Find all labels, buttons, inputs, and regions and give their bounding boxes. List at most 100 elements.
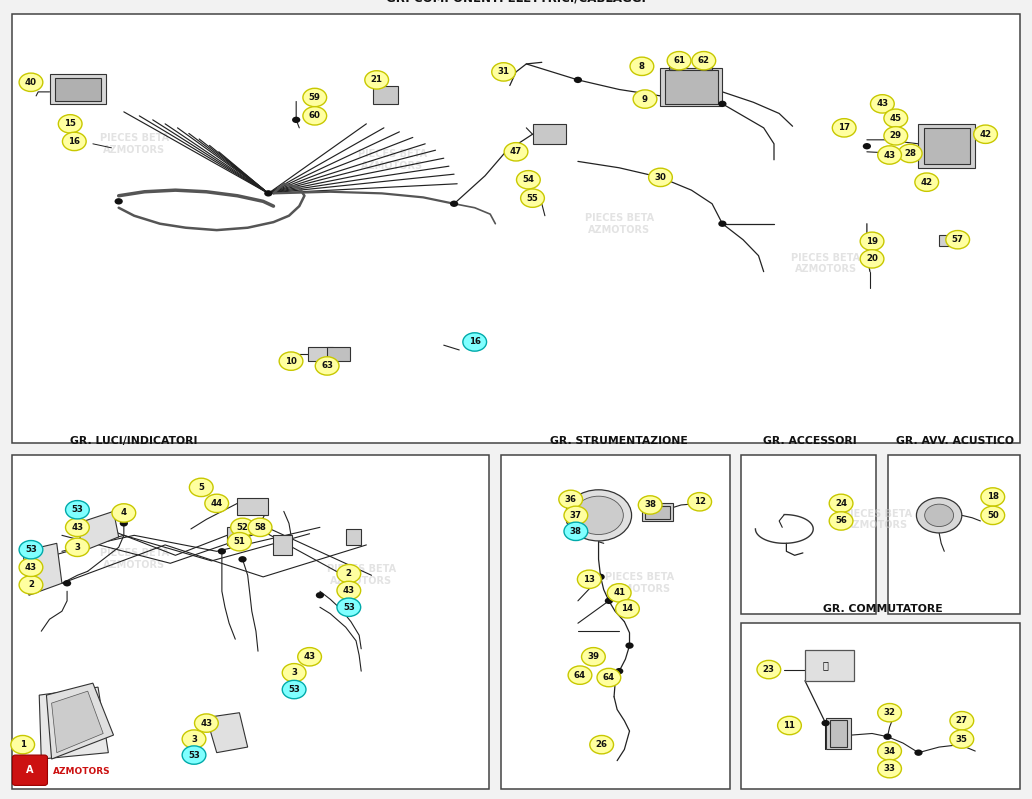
Circle shape bbox=[62, 132, 86, 150]
Circle shape bbox=[316, 592, 324, 598]
Text: 14: 14 bbox=[621, 604, 634, 614]
Bar bbox=[373, 86, 398, 104]
Circle shape bbox=[883, 733, 892, 740]
Circle shape bbox=[336, 582, 361, 599]
Bar bbox=[273, 535, 292, 555]
Text: 53: 53 bbox=[343, 602, 355, 612]
Text: 38: 38 bbox=[644, 500, 656, 510]
Circle shape bbox=[58, 115, 83, 133]
Bar bbox=[741, 623, 1020, 789]
Text: 23: 23 bbox=[763, 665, 775, 674]
Circle shape bbox=[194, 714, 219, 732]
Circle shape bbox=[336, 564, 361, 583]
Circle shape bbox=[120, 520, 128, 527]
Text: 55: 55 bbox=[526, 193, 539, 203]
Circle shape bbox=[589, 735, 613, 754]
Circle shape bbox=[577, 570, 601, 588]
Text: 44: 44 bbox=[211, 499, 223, 508]
Circle shape bbox=[633, 90, 657, 109]
Bar bbox=[642, 503, 673, 521]
Text: 41: 41 bbox=[613, 588, 625, 598]
Bar bbox=[55, 78, 101, 101]
Text: 47: 47 bbox=[510, 147, 522, 157]
Bar bbox=[918, 124, 975, 168]
Text: GR. LUCI/INDICATORI: GR. LUCI/INDICATORI bbox=[70, 435, 198, 446]
Circle shape bbox=[596, 668, 621, 687]
Circle shape bbox=[182, 746, 205, 764]
Circle shape bbox=[297, 647, 321, 666]
Circle shape bbox=[462, 332, 487, 352]
Text: 53: 53 bbox=[188, 750, 200, 760]
Circle shape bbox=[877, 759, 902, 778]
Text: 13: 13 bbox=[583, 574, 595, 584]
Text: 53: 53 bbox=[71, 505, 84, 515]
Text: 37: 37 bbox=[570, 511, 582, 520]
Circle shape bbox=[829, 512, 852, 531]
Bar bbox=[939, 235, 958, 246]
Text: 21: 21 bbox=[370, 75, 383, 85]
Text: PIECES BETA
AZMOTORS: PIECES BETA AZMOTORS bbox=[606, 572, 674, 594]
Circle shape bbox=[949, 711, 974, 730]
Text: AZMOTORS: AZMOTORS bbox=[53, 767, 110, 777]
Text: 30: 30 bbox=[654, 173, 667, 182]
Bar bbox=[237, 498, 268, 515]
Text: 9: 9 bbox=[642, 94, 648, 104]
FancyBboxPatch shape bbox=[12, 755, 47, 785]
Text: 50: 50 bbox=[987, 511, 999, 520]
Circle shape bbox=[914, 749, 923, 756]
Text: 27: 27 bbox=[956, 716, 968, 725]
Circle shape bbox=[687, 492, 712, 511]
Circle shape bbox=[279, 352, 302, 370]
Circle shape bbox=[615, 668, 623, 674]
Text: PIECES BETA
AZMOTORS: PIECES BETA AZMOTORS bbox=[792, 252, 860, 275]
Text: PIECES BETA
AZMOTORS: PIECES BETA AZMOTORS bbox=[100, 548, 168, 570]
Bar bbox=[50, 74, 106, 104]
Circle shape bbox=[516, 170, 541, 189]
Circle shape bbox=[916, 498, 962, 533]
Text: 51: 51 bbox=[233, 537, 246, 547]
Text: 3: 3 bbox=[191, 734, 197, 744]
Bar bbox=[830, 720, 847, 747]
Bar bbox=[346, 529, 361, 545]
Text: PIECES BETA
AZMOTORS: PIECES BETA AZMOTORS bbox=[100, 133, 168, 155]
Circle shape bbox=[607, 583, 631, 602]
Circle shape bbox=[66, 500, 89, 519]
Text: 53: 53 bbox=[25, 545, 37, 555]
Circle shape bbox=[504, 142, 528, 161]
Circle shape bbox=[566, 490, 632, 541]
Text: 64: 64 bbox=[603, 673, 615, 682]
Text: 36: 36 bbox=[565, 495, 577, 504]
Text: 18: 18 bbox=[987, 492, 999, 502]
Polygon shape bbox=[77, 511, 119, 551]
Circle shape bbox=[559, 491, 583, 508]
Circle shape bbox=[883, 109, 908, 128]
Circle shape bbox=[292, 117, 300, 123]
Text: 62: 62 bbox=[698, 56, 710, 66]
Bar bbox=[501, 455, 730, 789]
Text: 42: 42 bbox=[921, 177, 933, 187]
Text: 43: 43 bbox=[303, 652, 316, 662]
Circle shape bbox=[625, 642, 634, 649]
Text: GR. COMMUTATORE: GR. COMMUTATORE bbox=[823, 603, 942, 614]
Text: 🔑: 🔑 bbox=[823, 661, 829, 670]
Text: 16: 16 bbox=[68, 137, 80, 146]
Text: 43: 43 bbox=[876, 99, 889, 109]
Text: 11: 11 bbox=[783, 721, 796, 730]
Bar bbox=[12, 14, 1020, 443]
Text: 43: 43 bbox=[25, 562, 37, 572]
Text: 35: 35 bbox=[956, 734, 968, 744]
Text: 16: 16 bbox=[469, 337, 481, 347]
Bar bbox=[227, 527, 243, 545]
Circle shape bbox=[450, 201, 458, 207]
Circle shape bbox=[303, 88, 326, 106]
Circle shape bbox=[182, 730, 205, 748]
Circle shape bbox=[756, 660, 781, 678]
Circle shape bbox=[63, 580, 71, 586]
Circle shape bbox=[877, 145, 902, 164]
Circle shape bbox=[615, 599, 640, 618]
Text: 5: 5 bbox=[198, 483, 204, 492]
Text: 24: 24 bbox=[835, 499, 847, 508]
Circle shape bbox=[282, 680, 305, 698]
Text: 54: 54 bbox=[522, 175, 535, 185]
Text: 8: 8 bbox=[639, 62, 645, 71]
